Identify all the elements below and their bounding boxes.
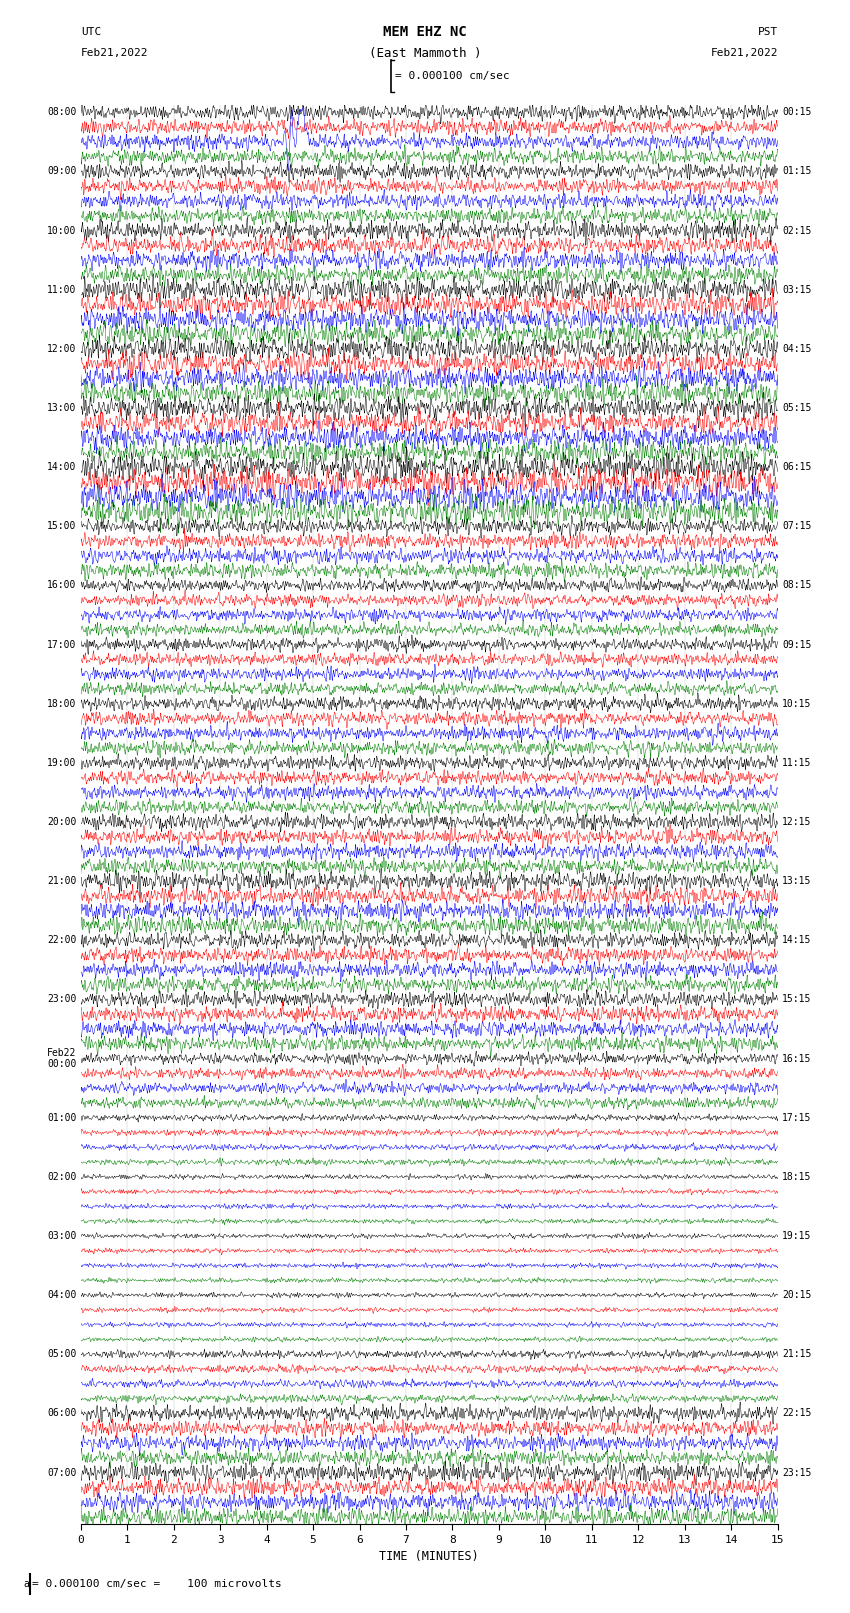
Text: 01:00: 01:00 (47, 1113, 76, 1123)
Text: PST: PST (757, 27, 778, 37)
Text: 16:00: 16:00 (47, 581, 76, 590)
Text: 20:15: 20:15 (782, 1290, 812, 1300)
Text: 12:00: 12:00 (47, 344, 76, 353)
Text: 10:15: 10:15 (782, 698, 812, 708)
Text: 07:15: 07:15 (782, 521, 812, 531)
Text: 10:00: 10:00 (47, 226, 76, 235)
Text: = 0.000100 cm/sec: = 0.000100 cm/sec (395, 71, 510, 81)
Text: Feb22
00:00: Feb22 00:00 (47, 1048, 76, 1069)
Text: 08:15: 08:15 (782, 581, 812, 590)
Text: 03:15: 03:15 (782, 284, 812, 295)
Text: 23:00: 23:00 (47, 994, 76, 1005)
Text: 04:00: 04:00 (47, 1290, 76, 1300)
Text: 17:15: 17:15 (782, 1113, 812, 1123)
Text: 03:00: 03:00 (47, 1231, 76, 1240)
Text: Feb21,2022: Feb21,2022 (711, 48, 778, 58)
Text: 09:00: 09:00 (47, 166, 76, 176)
Text: 13:15: 13:15 (782, 876, 812, 886)
Text: 05:15: 05:15 (782, 403, 812, 413)
Text: 19:15: 19:15 (782, 1231, 812, 1240)
Text: 12:15: 12:15 (782, 816, 812, 827)
Text: 17:00: 17:00 (47, 639, 76, 650)
Text: 05:00: 05:00 (47, 1348, 76, 1360)
Text: Feb21,2022: Feb21,2022 (81, 48, 148, 58)
Text: 04:15: 04:15 (782, 344, 812, 353)
Text: 06:15: 06:15 (782, 461, 812, 473)
Text: (East Mammoth ): (East Mammoth ) (369, 47, 481, 60)
Text: 16:15: 16:15 (782, 1053, 812, 1063)
Text: 18:15: 18:15 (782, 1171, 812, 1182)
X-axis label: TIME (MINUTES): TIME (MINUTES) (379, 1550, 479, 1563)
Text: 11:15: 11:15 (782, 758, 812, 768)
Text: 01:15: 01:15 (782, 166, 812, 176)
Text: UTC: UTC (81, 27, 101, 37)
Text: 13:00: 13:00 (47, 403, 76, 413)
Text: 21:15: 21:15 (782, 1348, 812, 1360)
Text: 06:00: 06:00 (47, 1408, 76, 1418)
Text: 11:00: 11:00 (47, 284, 76, 295)
Text: 18:00: 18:00 (47, 698, 76, 708)
Text: 23:15: 23:15 (782, 1468, 812, 1478)
Text: 22:15: 22:15 (782, 1408, 812, 1418)
Text: 14:15: 14:15 (782, 936, 812, 945)
Text: 08:00: 08:00 (47, 106, 76, 118)
Text: 02:00: 02:00 (47, 1171, 76, 1182)
Text: 22:00: 22:00 (47, 936, 76, 945)
Text: 00:15: 00:15 (782, 106, 812, 118)
Text: MEM EHZ NC: MEM EHZ NC (383, 26, 467, 39)
Text: 15:15: 15:15 (782, 994, 812, 1005)
Text: 14:00: 14:00 (47, 461, 76, 473)
Text: 19:00: 19:00 (47, 758, 76, 768)
Text: 20:00: 20:00 (47, 816, 76, 827)
Text: a: a (24, 1579, 30, 1589)
Text: 02:15: 02:15 (782, 226, 812, 235)
Text: = 0.000100 cm/sec =    100 microvolts: = 0.000100 cm/sec = 100 microvolts (32, 1579, 282, 1589)
Text: 07:00: 07:00 (47, 1468, 76, 1478)
Text: 21:00: 21:00 (47, 876, 76, 886)
Text: 09:15: 09:15 (782, 639, 812, 650)
Text: 15:00: 15:00 (47, 521, 76, 531)
